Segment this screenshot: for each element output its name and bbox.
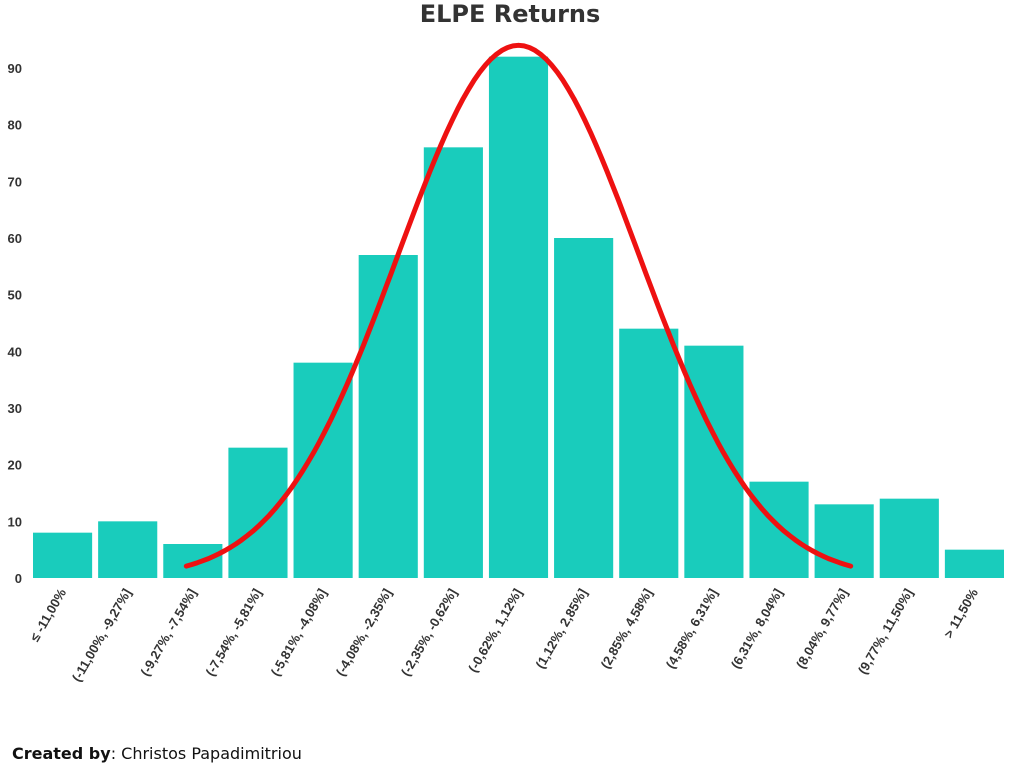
y-tick-label: 20 (8, 458, 22, 473)
x-tick-label: (4,58%, 6,31%] (663, 586, 721, 671)
chart-title: ELPE Returns (420, 0, 601, 28)
x-tick-label: (8,04%, 9,77%] (793, 586, 851, 671)
histogram-bar (228, 447, 288, 578)
y-tick-label: 0 (15, 571, 22, 586)
histogram-bar (684, 345, 744, 578)
x-tick-label: (1,12%, 2,85%] (532, 586, 590, 671)
y-tick-label: 10 (8, 514, 22, 529)
x-tick-label: (2,85%, 4,58%] (598, 586, 656, 671)
x-tick-label: (-5,81%, -4,08%] (268, 586, 330, 679)
x-tick-label: (-0,62%, 1,12%] (465, 586, 525, 675)
histogram-bar (358, 255, 418, 578)
y-tick-label: 80 (8, 118, 22, 133)
x-tick-label: (-11,00%, -9,27%] (69, 586, 134, 684)
histogram-bar (423, 147, 483, 579)
histogram-bar (814, 504, 874, 578)
histogram-bar (944, 549, 1004, 578)
x-tick-label: (-9,27%, -7,54%] (137, 586, 199, 679)
y-tick-label: 90 (8, 61, 22, 76)
x-tick-label: (9,77%, 11,50%] (855, 586, 916, 677)
normal-curve-overlay (183, 42, 854, 569)
credit-name: : Christos Papadimitriou (110, 744, 302, 763)
bars (33, 56, 1004, 579)
credit-line: Created by: Christos Papadimitriou (12, 744, 302, 763)
histogram-bar (488, 56, 549, 578)
credit-label: Created by (12, 744, 111, 763)
y-tick-label: 40 (8, 344, 22, 359)
x-axis: ≤ -11,00% (-11,00%, -9,27%] (-9,27%, -7,54… (27, 586, 981, 685)
y-axis: 0 10 20 30 40 50 60 70 80 90 (8, 61, 22, 586)
histogram-bar (33, 532, 93, 578)
y-tick-label: 70 (8, 174, 22, 189)
histogram-bar (98, 521, 158, 578)
y-tick-label: 50 (8, 288, 22, 303)
histogram-bar (619, 328, 679, 578)
normal-curve-line (183, 42, 854, 569)
x-tick-label: > 11,50% (941, 586, 981, 641)
x-tick-label: ≤ -11,00% (27, 586, 69, 645)
histogram-bar (163, 544, 223, 578)
histogram-bar (554, 238, 614, 578)
x-tick-label: (-7,54%, -5,81%] (202, 586, 264, 679)
histogram-bar (879, 498, 939, 578)
x-tick-label: (-4,08%, -2,35%] (333, 586, 395, 679)
y-tick-label: 60 (8, 231, 22, 246)
y-tick-label: 30 (8, 401, 22, 416)
x-tick-label: (6,31%, 8,04%] (728, 586, 786, 671)
x-tick-label: (-2,35%, -0,62%] (398, 586, 460, 679)
